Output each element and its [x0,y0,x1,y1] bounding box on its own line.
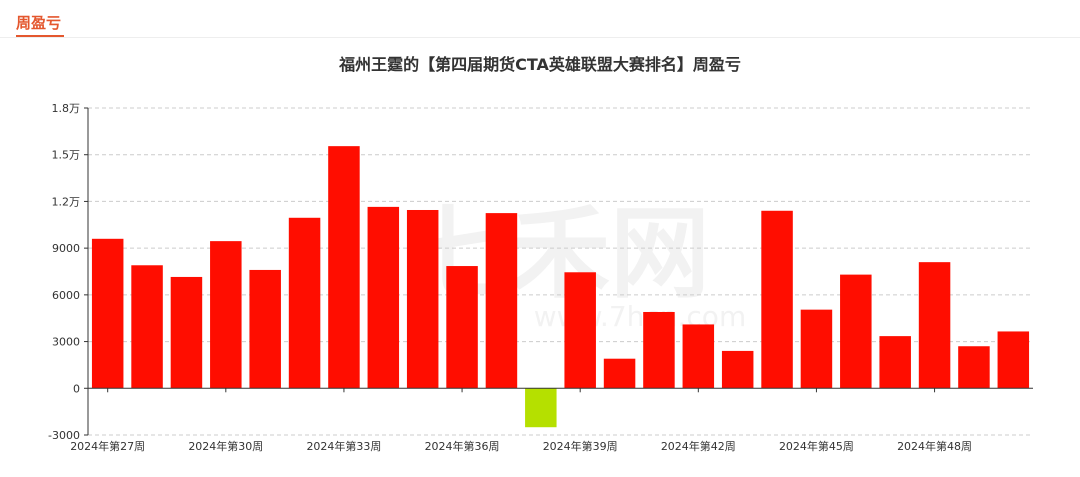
panel-title-underline [16,35,64,37]
x-tick-label: 2024年第42周 [661,439,736,453]
bar [564,272,596,389]
bar [446,266,478,389]
bar [682,324,715,389]
y-tick-label: 0 [73,382,80,395]
panel-divider [0,37,1080,38]
bar [761,210,793,389]
bar [406,209,439,389]
bar-chart: 七禾网 www.7hcn.com 福州王霆的【第四届期货CTA英雄联盟大赛排名】… [48,55,1033,453]
chart-title: 福州王霆的【第四届期货CTA英雄联盟大赛排名】周盈亏 [338,55,741,74]
bar [603,358,636,389]
bar [997,331,1030,389]
bar [840,274,872,389]
bar [525,388,557,428]
y-tick-label: 1.8万 [52,102,81,115]
y-axis: -3000 0 3000 6000 9000 1.2万 1.5万 1.8万 [48,102,89,442]
bar [879,336,911,389]
bar [800,309,833,389]
y-tick-label: 3000 [52,336,80,349]
x-tick-label: 2024年第30周 [188,439,263,453]
bar [367,206,400,389]
bar [918,262,951,389]
bar [249,269,281,389]
bar [643,311,675,389]
y-tick-label: 6000 [52,289,80,302]
x-tick-label: 2024年第27周 [70,439,145,453]
panel-title: 周盈亏 [16,14,62,32]
bar [288,217,321,389]
x-tick-label: 2024年第39周 [543,439,618,453]
bar [958,346,990,389]
bar [721,350,754,389]
bar [485,213,518,389]
bar [328,146,360,389]
y-tick-label: -3000 [48,429,80,442]
bar [91,238,124,389]
x-tick-label: 2024年第33周 [306,439,381,453]
bar [170,276,203,389]
bars [91,146,1030,428]
x-tick-label: 2024年第48周 [897,439,972,453]
x-axis: 2024年第27周 2024年第30周 2024年第33周 2024年第36周 2024… [70,387,1033,453]
panel-header: 周盈亏 [0,0,1080,38]
bar [210,241,242,389]
y-tick-label: 1.5万 [52,149,81,162]
x-tick-label: 2024年第36周 [425,439,500,453]
grid-lines [88,107,1033,436]
y-tick-label: 9000 [52,242,80,255]
y-tick-label: 1.2万 [52,195,81,208]
x-tick-label: 2024年第45周 [779,439,854,453]
bar [131,265,163,389]
